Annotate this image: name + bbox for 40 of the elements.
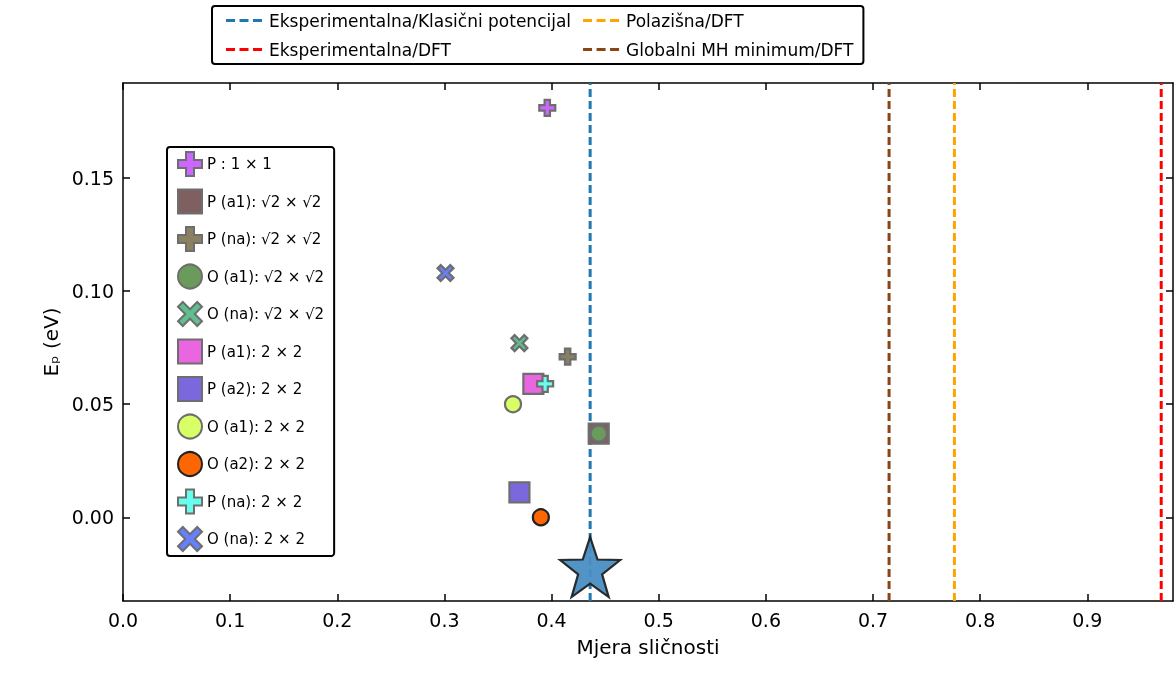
x-tick-label: 0.2 bbox=[322, 608, 353, 631]
point bbox=[503, 395, 523, 414]
x-tick-label: 0.6 bbox=[750, 608, 781, 631]
legend-label: P (a1): 2 × 2 bbox=[207, 342, 303, 361]
y-tick-label: 0.05 bbox=[71, 393, 114, 416]
point bbox=[531, 508, 550, 527]
point bbox=[510, 334, 529, 353]
x-tick-label: 0.5 bbox=[643, 608, 674, 631]
point bbox=[536, 374, 555, 393]
legend-label: O (a2): 2 × 2 bbox=[207, 455, 306, 473]
x-axis-title: Mjera sličnosti bbox=[576, 635, 720, 659]
legend-label: P (a2): 2 × 2 bbox=[207, 380, 303, 398]
point bbox=[558, 347, 577, 366]
y-tick-label: 0.15 bbox=[71, 167, 114, 189]
y-axis-title: Eₚ (eV) bbox=[38, 307, 63, 377]
legend-label: O (a1): 2 × 2 bbox=[207, 417, 306, 436]
x-tick-label: 0.7 bbox=[857, 608, 889, 631]
y-tick-label: 0.00 bbox=[71, 506, 114, 529]
point bbox=[538, 98, 557, 117]
legend-label: O (na): √2 × √2 bbox=[207, 305, 325, 323]
point bbox=[557, 533, 623, 600]
x-tick-label: 0.1 bbox=[215, 608, 246, 631]
legend-label: O (na): 2 × 2 bbox=[207, 530, 305, 548]
y-tick-label: 0.10 bbox=[71, 280, 114, 303]
x-tick-label: 0.9 bbox=[1072, 608, 1103, 631]
legend-label: P (na): √2 × √2 bbox=[207, 230, 322, 248]
x-tick-label: 0.8 bbox=[965, 608, 996, 631]
x-tick-label: 0.4 bbox=[536, 608, 567, 631]
x-tick-label: 0.0 bbox=[107, 608, 139, 631]
legend-label: P (a1): √2 × √2 bbox=[207, 192, 322, 211]
x-tick-label: 0.3 bbox=[429, 608, 460, 631]
legend-label: Eksperimentalna/DFT bbox=[269, 39, 452, 60]
legend-label: P (na): 2 × 2 bbox=[207, 492, 303, 511]
legend-label: Globalni MH minimum/DFT bbox=[626, 39, 855, 60]
legend-label: P : 1 × 1 bbox=[207, 155, 272, 173]
legend-label: Polazišna/DFT bbox=[626, 10, 745, 31]
point bbox=[436, 263, 455, 283]
legend-label: O (a1): √2 × √2 bbox=[207, 267, 325, 286]
legend-label: Eksperimentalna/Klasični potencijal bbox=[269, 10, 572, 31]
point bbox=[508, 481, 531, 504]
